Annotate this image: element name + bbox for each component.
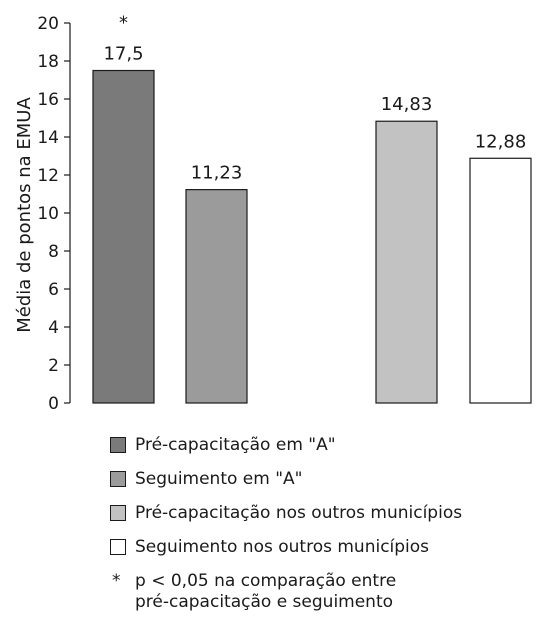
legend: Pré-capacitação em "A" Seguimento em "A"… bbox=[110, 432, 462, 568]
y-tick-label: 2 bbox=[48, 356, 59, 376]
y-tick-label: 18 bbox=[37, 52, 59, 72]
y-axis: 0 2 4 6 8 10 12 14 16 18 20 bbox=[37, 14, 71, 414]
y-tick-label: 4 bbox=[48, 318, 59, 338]
bars bbox=[92, 69, 532, 404]
bar bbox=[375, 120, 438, 404]
bar bbox=[92, 69, 155, 404]
bar bbox=[469, 157, 532, 404]
footnote-line: p < 0,05 na comparação entre bbox=[135, 571, 397, 591]
bar-value-label: 14,83 bbox=[381, 94, 433, 115]
y-tick-label: 10 bbox=[37, 204, 59, 224]
legend-item: Seguimento em "A" bbox=[110, 466, 462, 492]
y-tick-label: 0 bbox=[48, 394, 59, 414]
legend-label: Pré-capacitação nos outros municípios bbox=[135, 503, 463, 523]
footnote-marker: * bbox=[112, 571, 121, 591]
legend-label: Seguimento em "A" bbox=[135, 469, 303, 489]
bar-chart: 0 2 4 6 8 10 12 14 16 18 20 17,5 * 11,23 14,83 12,88 M… bbox=[14, 13, 532, 414]
legend-swatch bbox=[110, 505, 126, 521]
y-tick-label: 20 bbox=[37, 14, 59, 34]
bar-value-label: 17,5 bbox=[103, 44, 143, 65]
legend-item: Pré-capacitação nos outros municípios bbox=[110, 500, 462, 526]
y-tick-label: 8 bbox=[48, 242, 59, 262]
legend-label: Seguimento nos outros municípios bbox=[135, 537, 430, 557]
y-axis-title: Média de pontos na EMUA bbox=[14, 97, 35, 333]
y-tick-label: 16 bbox=[37, 90, 59, 110]
significance-marker: * bbox=[119, 13, 128, 34]
footnote: * p < 0,05 na comparação entre pré-capac… bbox=[112, 571, 396, 613]
y-tick-label: 6 bbox=[48, 280, 59, 300]
legend-label: Pré-capacitação em "A" bbox=[135, 435, 336, 455]
legend-swatch bbox=[110, 539, 126, 555]
bar-value-label: 12,88 bbox=[475, 131, 527, 152]
footnote-line: pré-capacitação e seguimento bbox=[135, 592, 394, 612]
legend-swatch bbox=[110, 471, 126, 487]
bar bbox=[185, 189, 248, 404]
bar-labels: 17,5 * 11,23 14,83 12,88 bbox=[103, 13, 526, 184]
legend-swatch bbox=[110, 437, 126, 453]
bar-value-label: 11,23 bbox=[191, 163, 243, 184]
legend-item: Seguimento nos outros municípios bbox=[110, 534, 462, 560]
legend-item: Pré-capacitação em "A" bbox=[110, 432, 462, 458]
y-tick-label: 12 bbox=[37, 166, 59, 186]
y-tick-label: 14 bbox=[37, 128, 59, 148]
